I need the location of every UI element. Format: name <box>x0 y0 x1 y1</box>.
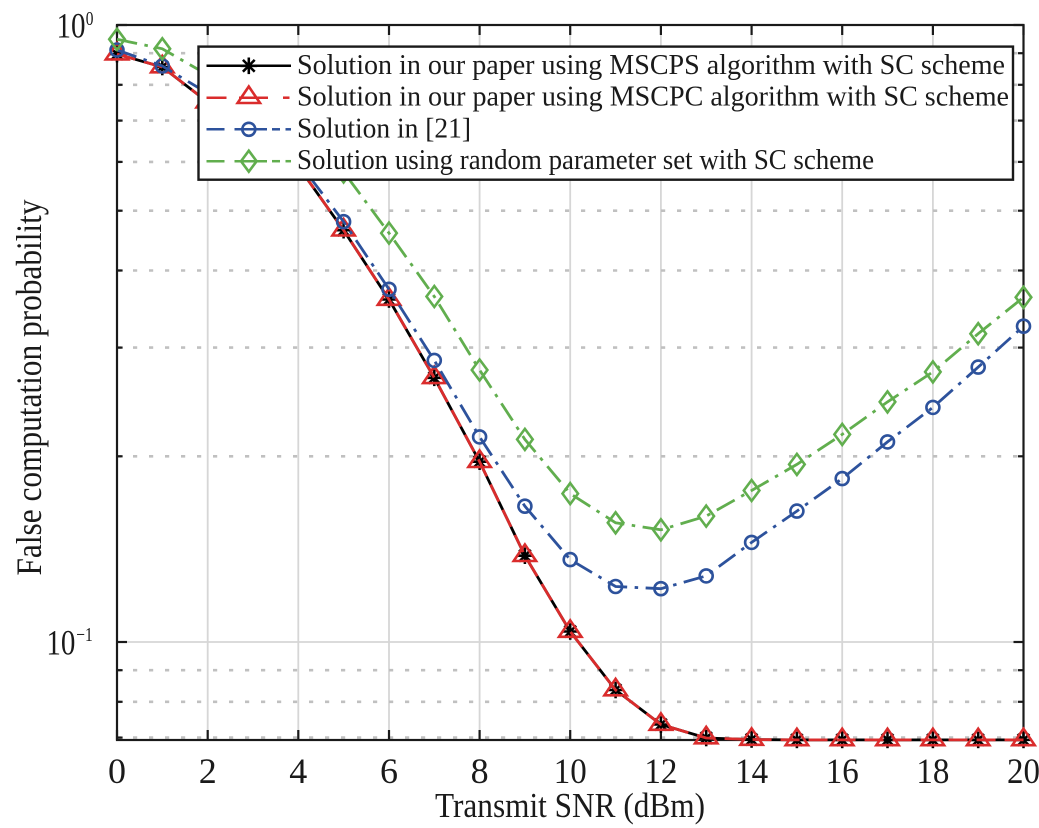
svg-text:10: 10 <box>554 751 587 791</box>
svg-text:12: 12 <box>644 751 677 791</box>
svg-text:Solution using random paramete: Solution using random parameter set with… <box>297 145 874 176</box>
svg-text:18: 18 <box>916 751 949 791</box>
svg-text:10: 10 <box>46 623 75 663</box>
svg-text:Solution in our paper using MS: Solution in our paper using MSCPC algori… <box>297 82 1009 113</box>
svg-text:2: 2 <box>199 751 217 791</box>
svg-text:−1: −1 <box>76 624 93 646</box>
svg-text:14: 14 <box>735 751 768 791</box>
svg-text:10: 10 <box>57 6 86 46</box>
svg-text:8: 8 <box>471 751 489 791</box>
svg-text:0: 0 <box>108 751 126 791</box>
svg-text:0: 0 <box>86 8 94 30</box>
svg-text:Solution in [21]: Solution in [21] <box>297 113 471 144</box>
svg-text:Solution in our paper using MS: Solution in our paper using MSCPS algori… <box>297 50 1005 81</box>
svg-text:False computation probability: False computation probability <box>9 200 49 576</box>
svg-text:Transmit SNR (dBm): Transmit SNR (dBm) <box>435 786 705 825</box>
svg-text:16: 16 <box>826 751 859 791</box>
svg-text:4: 4 <box>289 751 307 791</box>
svg-text:20: 20 <box>1007 751 1039 791</box>
svg-text:6: 6 <box>380 751 398 791</box>
